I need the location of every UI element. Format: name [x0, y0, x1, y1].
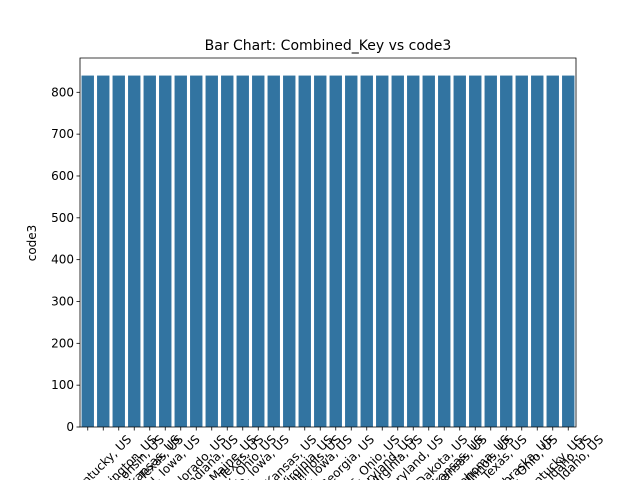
bar [484, 75, 497, 428]
bar [267, 75, 280, 428]
bar [97, 75, 110, 428]
bar [190, 75, 203, 428]
y-tick-label: 0 [66, 420, 74, 434]
bar [345, 75, 358, 428]
bar [469, 75, 482, 428]
bar [298, 75, 311, 428]
y-tick-label: 800 [51, 85, 74, 99]
y-tick-label: 100 [51, 378, 74, 392]
y-tick-label: 400 [51, 253, 74, 267]
bar [221, 75, 234, 428]
bar [438, 75, 451, 428]
bar [500, 75, 513, 428]
bar [314, 75, 327, 428]
bar [252, 75, 265, 428]
bar [205, 75, 218, 428]
bar [236, 75, 249, 428]
y-tick-label: 700 [51, 127, 74, 141]
bar [391, 75, 404, 428]
bar [422, 75, 435, 428]
bar [562, 75, 575, 428]
bar [453, 75, 466, 428]
chart-title: Bar Chart: Combined_Key vs code3 [205, 38, 452, 54]
bar [546, 75, 559, 428]
bar [515, 75, 528, 428]
bar [128, 75, 141, 428]
bar [112, 75, 125, 428]
bar [174, 75, 187, 428]
bar [360, 75, 373, 428]
y-tick-label: 500 [51, 211, 74, 225]
bar [283, 75, 296, 428]
axes-frame [79, 57, 577, 428]
bar [376, 75, 389, 428]
y-axis-label: code3 [25, 225, 39, 262]
y-tick-label: 200 [51, 336, 74, 350]
y-tick-label: 600 [51, 169, 74, 183]
bar [531, 75, 544, 428]
bar [329, 75, 342, 428]
bar [159, 75, 172, 428]
bar [407, 75, 420, 428]
y-tick-label: 300 [51, 294, 74, 308]
bar [81, 75, 94, 428]
bar [143, 75, 156, 428]
